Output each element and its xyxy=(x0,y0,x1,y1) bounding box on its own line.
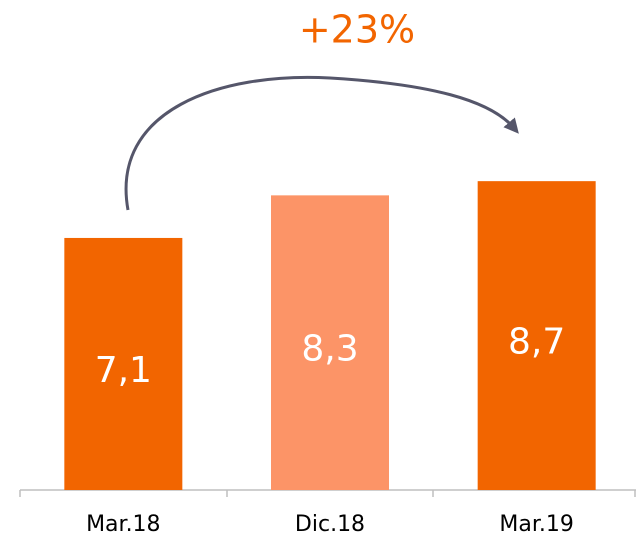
annotation: +23% xyxy=(299,8,415,52)
x-tick-label: Dic.18 xyxy=(295,512,365,537)
bar xyxy=(477,181,596,490)
value-label: 8,7 xyxy=(508,322,565,363)
x-tick-label: Mar.18 xyxy=(86,512,160,537)
value-label: 8,3 xyxy=(301,329,358,370)
bar xyxy=(271,195,389,490)
x-tick-label: Mar.19 xyxy=(499,512,573,537)
bar xyxy=(64,237,183,490)
growth-arrow xyxy=(124,75,519,211)
value-label: 7,1 xyxy=(95,350,152,391)
